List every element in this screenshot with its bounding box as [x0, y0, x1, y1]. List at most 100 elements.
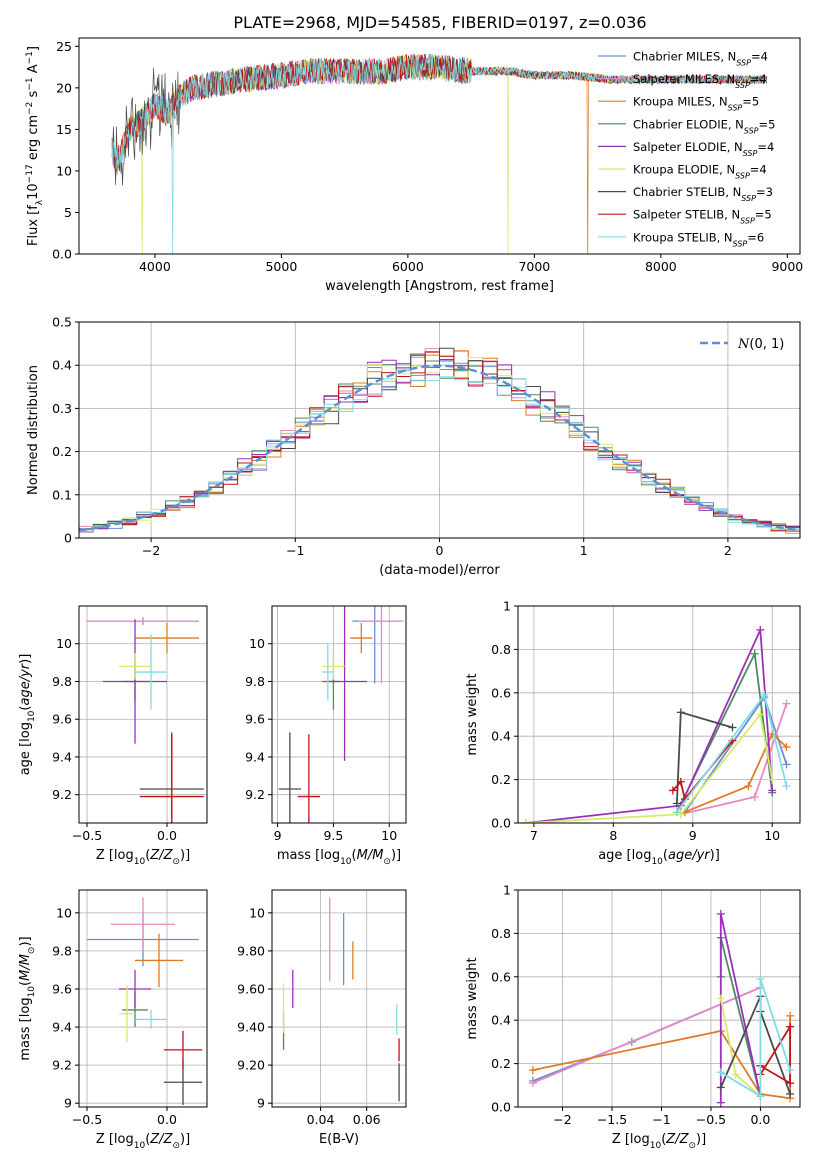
weight-marker	[672, 799, 681, 808]
error-bar-point	[322, 606, 367, 761]
y-tick-label: 1	[503, 599, 511, 614]
y-tick-label: 9	[64, 1096, 72, 1111]
y-tick-label: 20	[56, 80, 72, 95]
error-bar-point	[103, 619, 167, 744]
y-tick-label: 0.0	[491, 816, 511, 831]
axes-frame	[78, 889, 208, 1108]
weight-line-6	[676, 711, 733, 804]
weight-marker	[756, 710, 765, 719]
y-tick-label: 9.80	[237, 943, 265, 958]
error-bar-point	[350, 622, 373, 654]
weight-marker	[668, 786, 677, 795]
plot-area	[528, 909, 795, 1107]
y-tick-label: 9	[257, 1096, 265, 1111]
figure-title: PLATE=2968, MJD=54585, FIBERID=0197, z=0…	[233, 13, 646, 32]
y-tick-label: 9.4	[52, 749, 72, 764]
x-tick-label: −0.5	[72, 828, 102, 843]
y-tick-label: 9.20	[237, 1058, 265, 1073]
weight-marker	[716, 909, 725, 918]
axes-frame	[78, 605, 208, 824]
x-tick-label: −1	[286, 543, 304, 558]
weight-marker	[728, 723, 737, 732]
weight-marker	[672, 808, 681, 817]
error-bar-point	[322, 653, 345, 680]
plot-area	[278, 606, 404, 823]
weight-marker	[756, 974, 765, 983]
y-tick-label: 0.3	[52, 401, 72, 416]
y-tick-label: 9.8	[52, 674, 72, 689]
error-bar-point	[135, 1009, 167, 1029]
x-tick-label: 0	[436, 543, 444, 558]
y-tick-label: 10	[56, 636, 72, 651]
error-bar-point	[359, 606, 404, 684]
x-tick-label: 0.06	[353, 1112, 381, 1127]
y-tick-label: 0.1	[52, 487, 72, 502]
x-tick-label: −0.5	[696, 1112, 726, 1127]
error-bar-point	[119, 985, 135, 1043]
weight-marker	[782, 782, 791, 791]
legend-label: Kroupa ELODIE, NSSP=4	[633, 163, 767, 181]
error-bar-point	[163, 1030, 203, 1069]
x-tick-label: −2	[553, 1112, 571, 1127]
y-tick-label: 0.4	[491, 1013, 511, 1028]
x-axis-label: Z [log10(Z/Z⊙)]	[96, 848, 190, 867]
y-tick-label: 0.8	[491, 642, 511, 657]
legend-label: Kroupa MILES, NSSP=5	[633, 95, 759, 113]
x-tick-label: −1	[652, 1112, 670, 1127]
y-tick-label: 9.8	[245, 674, 265, 689]
panel-residuals: −2 −1 0 1 2 0 0.1 0.2 0.3 0.4 0.5 (data-model)/erro…	[26, 315, 801, 578]
error-bar-point	[297, 734, 321, 823]
axes-frame	[517, 605, 801, 824]
y-axis-label: Normed distribution	[26, 365, 41, 495]
error-bar-point	[119, 969, 151, 1009]
weight-line-5	[719, 998, 761, 1097]
legend-label: Salpeter ELODIE, NSSP=4	[633, 140, 774, 158]
weight-marker	[528, 1079, 537, 1088]
y-tick-label: 9.6	[245, 712, 265, 727]
y-axis-label: Flux [fλ10−17 erg cm−2 s−1 A−1]	[25, 46, 45, 246]
weight-marker	[716, 1083, 725, 1092]
y-tick-label: 0.0	[52, 247, 72, 262]
weight-marker	[786, 1089, 795, 1098]
weight-marker	[731, 1070, 740, 1079]
y-tick-label: 0.4	[491, 729, 511, 744]
legend-label: Salpeter STELIB, NSSP=5	[633, 208, 772, 226]
weight-marker	[676, 708, 685, 717]
spectrum-line-8	[111, 53, 768, 254]
y-tick-label: 9.4	[52, 1020, 72, 1035]
plot-area	[87, 617, 204, 823]
x-tick-label: 8000	[645, 259, 677, 274]
y-tick-label: 1	[503, 883, 511, 898]
weight-marker	[528, 1066, 537, 1075]
weight-marker	[750, 649, 759, 658]
weight-marker	[782, 699, 791, 708]
weight-marker	[786, 1011, 795, 1020]
y-tick-label: 10	[56, 163, 72, 178]
weight-line-7	[759, 1023, 791, 1085]
x-tick-label: 7	[530, 828, 538, 843]
y-tick-label: 0.6	[491, 969, 511, 984]
y-tick-label: 9.40	[237, 1020, 265, 1035]
y-tick-label: 9.8	[52, 943, 72, 958]
weight-marker	[716, 1098, 725, 1107]
x-tick-label: 9	[689, 828, 697, 843]
x-tick-label: 0.0	[157, 1112, 177, 1127]
panel-age-vs-mass: 9 9.5 10 9.2 9.4 9.6 9.8 10 mass [log10(M/M⊙)]	[245, 605, 407, 867]
y-tick-label: 0.6	[491, 685, 511, 700]
x-axis-label: mass [log10(M/M⊙)]	[277, 848, 401, 867]
error-bar-point	[135, 634, 167, 710]
x-tick-label: 0.0	[157, 828, 177, 843]
plot-area	[282, 897, 400, 1102]
weight-marker	[676, 777, 685, 786]
x-tick-label: 9000	[771, 259, 803, 274]
legend-label: Chabrier MILES, NSSP=4	[633, 50, 768, 68]
error-bar-point	[135, 622, 199, 654]
y-tick-label: 9.4	[245, 749, 265, 764]
normal-reference-curve	[79, 364, 800, 532]
y-tick-label: 9.60	[237, 981, 265, 996]
error-bar-point	[139, 734, 204, 823]
panel-spectrum: 4000 5000 6000 7000 8000 9000 0.0 5 10 15 20 25 wave…	[25, 37, 803, 294]
x-tick-label: 10	[764, 828, 780, 843]
x-tick-label: 9.5	[323, 828, 343, 843]
